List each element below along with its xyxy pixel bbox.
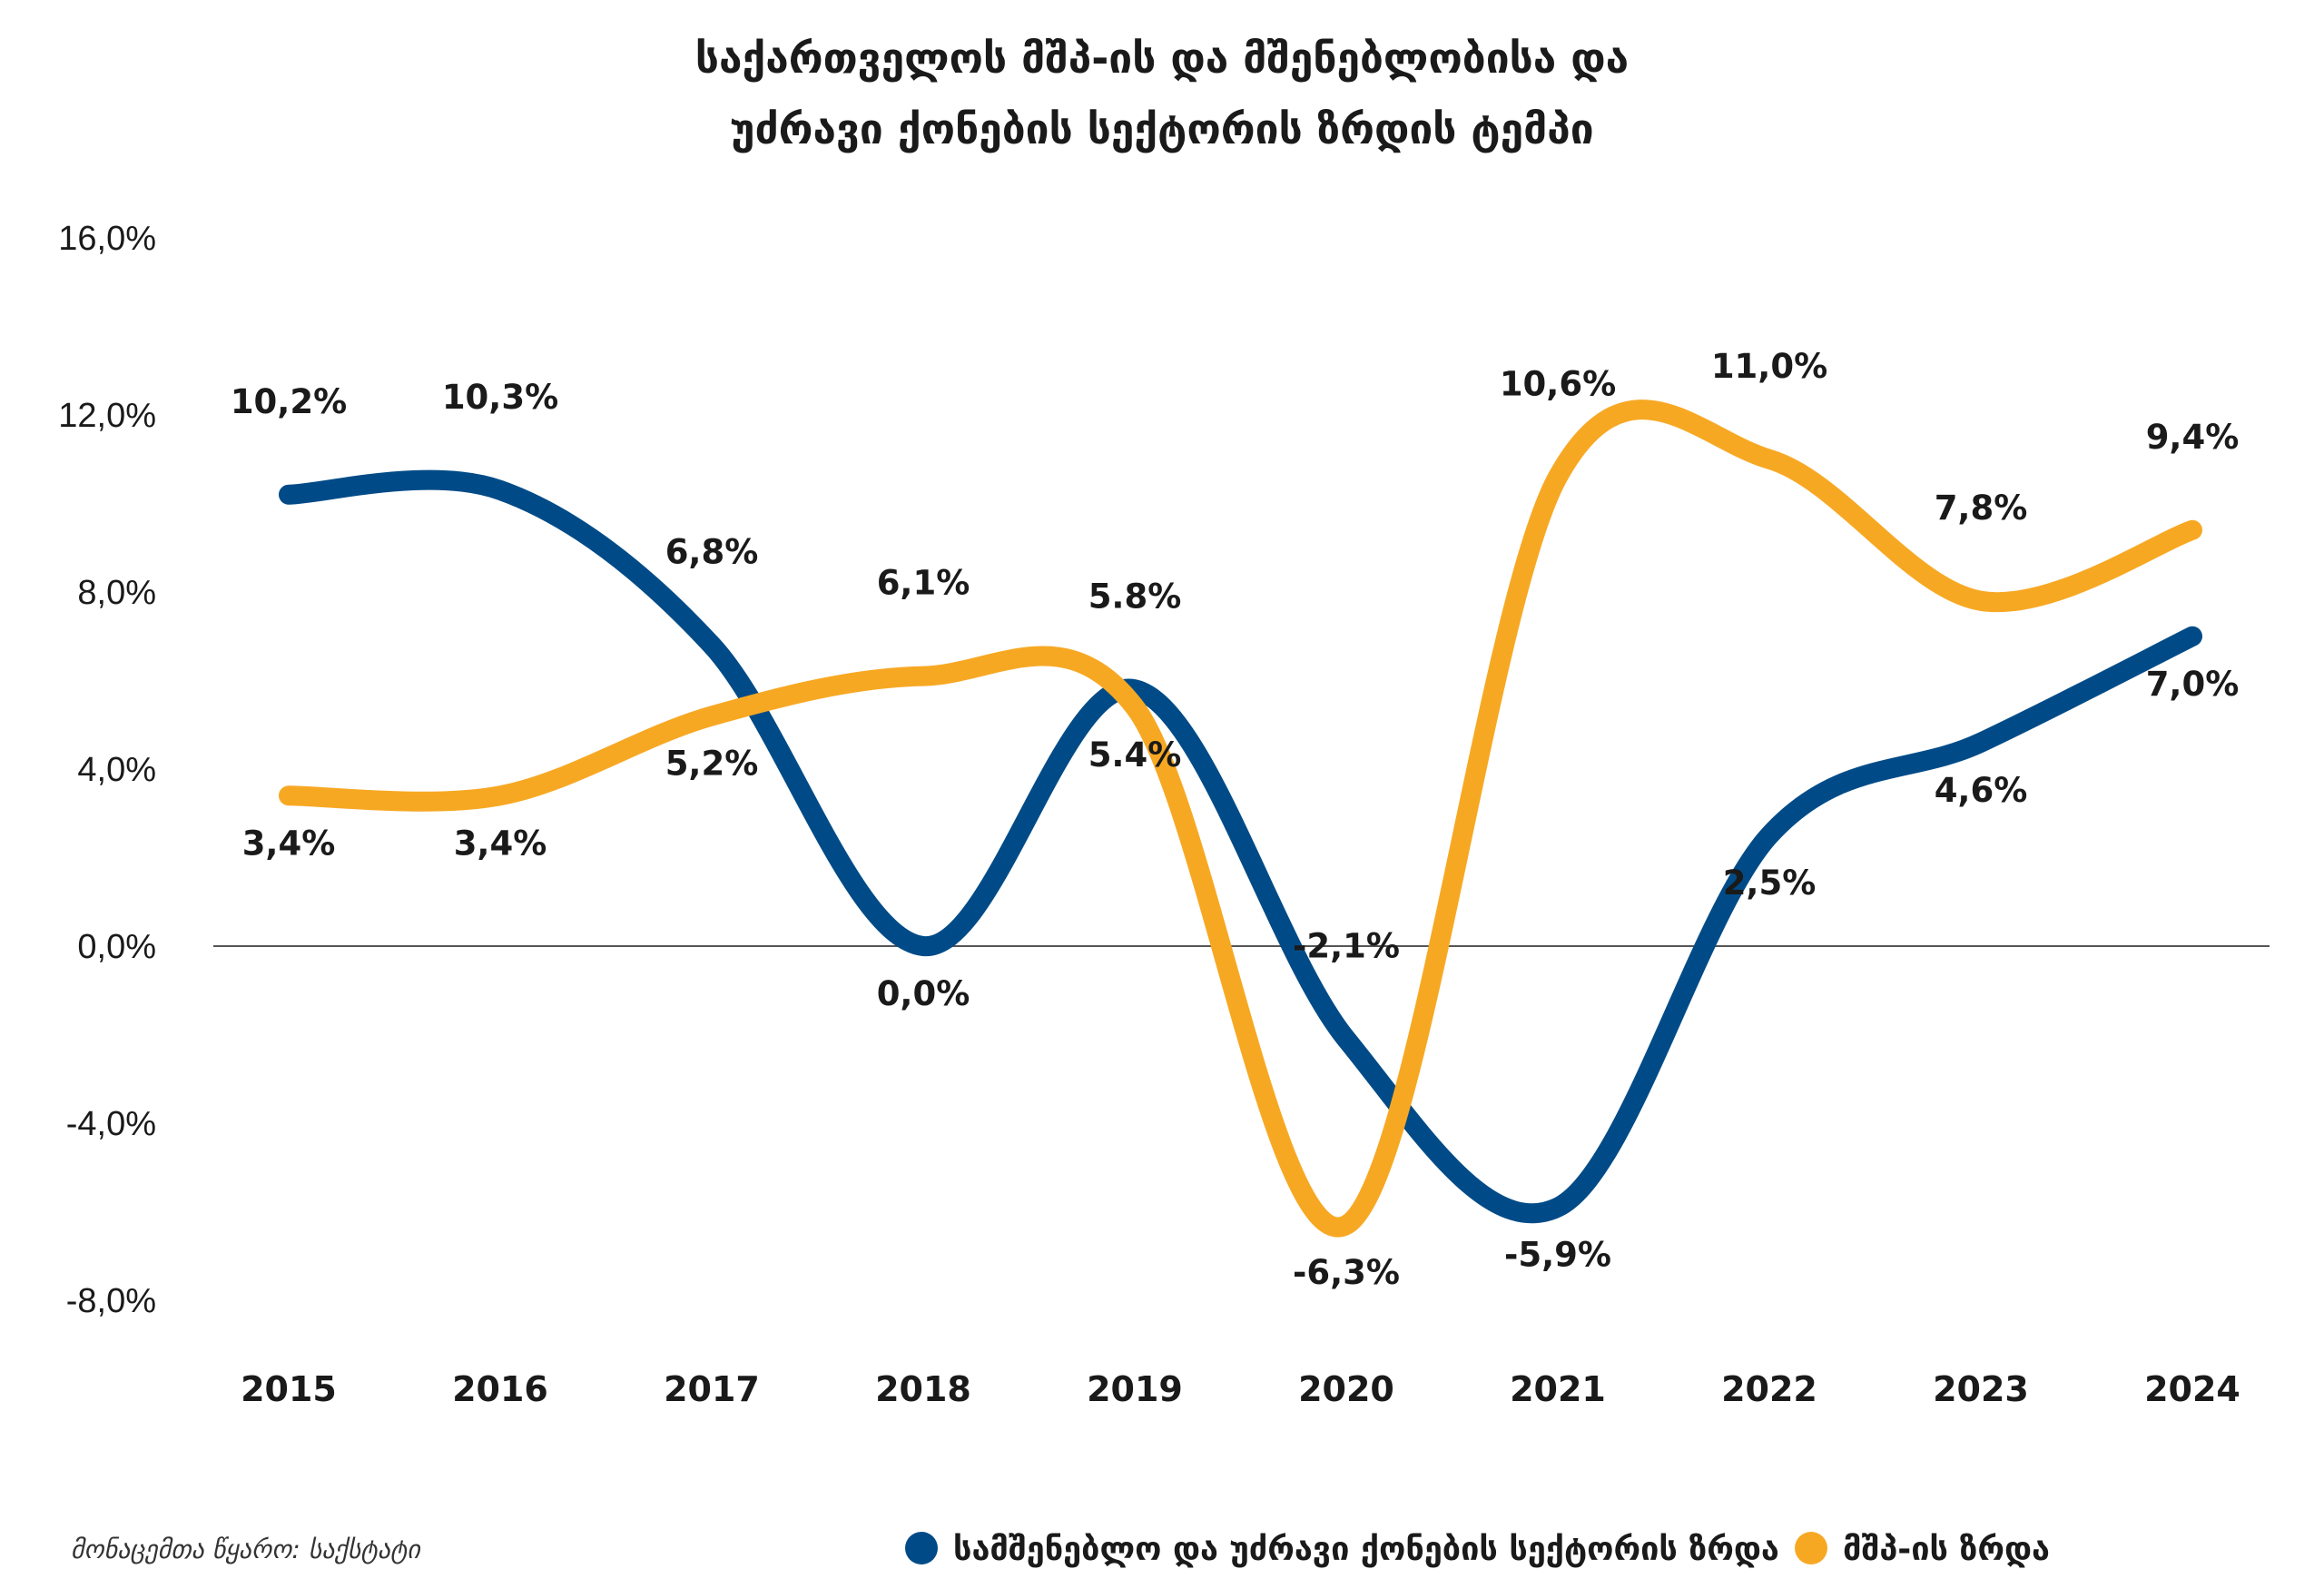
legend-label-gdp: მშპ-ის ზრდა	[1843, 1531, 2050, 1568]
data-label-construction: 0,0%	[877, 974, 970, 1013]
x-axis: 2015 2016 2017 2018 2019 2020 2021 2022 2023 2024	[241, 1369, 2240, 1409]
y-tick-label: 12,0%	[58, 397, 156, 435]
series-line-gdp	[279, 400, 2202, 1238]
legend: სამშენებლო და უძრავი ქონების სექტორის ზრ…	[905, 1531, 2050, 1568]
y-tick-label: 8,0%	[77, 574, 156, 612]
chart-title-line-1: საქართველოს მშპ-ის და მშენებლობისა და	[695, 34, 1629, 83]
x-tick-label: 2017	[664, 1369, 760, 1409]
data-label-gdp: 7,8%	[1935, 489, 2028, 528]
x-tick-label: 2019	[1087, 1369, 1183, 1409]
x-tick-label: 2020	[1298, 1369, 1394, 1409]
data-label-construction: 4,6%	[1935, 771, 2028, 810]
data-label-construction: 10,3%	[442, 378, 558, 417]
x-tick-label: 2015	[241, 1369, 337, 1409]
data-label-gdp: 10,6%	[1500, 364, 1616, 403]
data-label-gdp: 9,4%	[2146, 418, 2240, 457]
x-tick-label: 2018	[875, 1369, 971, 1409]
data-labels: 10,2% 3,4% 10,3% 3,4% 6,8% 5,2% 0,0% 6,1% 5.8% 5.…	[231, 347, 2240, 1292]
legend-marker-gdp	[1795, 1532, 1827, 1564]
data-label-gdp: 11,0%	[1711, 347, 1827, 386]
data-label-construction: 5.8%	[1088, 577, 1182, 616]
series-line-construction	[279, 469, 2202, 1224]
data-label-construction: 2,5%	[1723, 864, 1817, 903]
series-lines	[279, 400, 2202, 1238]
x-tick-label: 2022	[1721, 1369, 1817, 1409]
y-tick-label: -8,0%	[66, 1282, 156, 1320]
x-tick-label: 2024	[2144, 1369, 2240, 1409]
y-tick-label: 16,0%	[58, 220, 156, 258]
data-label-gdp: 5.4%	[1088, 735, 1182, 775]
x-tick-label: 2016	[452, 1369, 548, 1409]
data-label-gdp: 6,1%	[877, 564, 970, 603]
data-label-construction: -2,1%	[1293, 926, 1400, 965]
data-label-construction: -5,9%	[1504, 1236, 1611, 1275]
data-label-construction: 7,0%	[2146, 665, 2240, 704]
source-note: მონაცემთა წყარო: საქსტატი	[71, 1535, 421, 1564]
data-label-construction: 6,8%	[665, 533, 759, 572]
chart-title-line-2: უძრავი ქონების სექტორის ზრდის ტემპი	[730, 104, 1593, 153]
y-tick-label: 4,0%	[77, 751, 156, 789]
y-tick-label: -4,0%	[66, 1105, 156, 1143]
x-tick-label: 2021	[1510, 1369, 1606, 1409]
data-label-gdp: -6,3%	[1293, 1253, 1400, 1292]
y-axis: 16,0% 12,0% 8,0% 4,0% 0,0% -4,0% -8,0%	[58, 220, 156, 1320]
legend-marker-construction	[905, 1532, 938, 1564]
data-label-gdp: 3,4%	[242, 824, 336, 863]
data-label-gdp: 5,2%	[665, 745, 759, 784]
data-label-construction: 10,2%	[231, 382, 347, 421]
legend-label-construction: სამშენებლო და უძრავი ქონების სექტორის ზრ…	[953, 1531, 1779, 1568]
data-label-gdp: 3,4%	[454, 824, 547, 863]
y-tick-label: 0,0%	[77, 928, 156, 966]
x-tick-label: 2023	[1933, 1369, 2029, 1409]
